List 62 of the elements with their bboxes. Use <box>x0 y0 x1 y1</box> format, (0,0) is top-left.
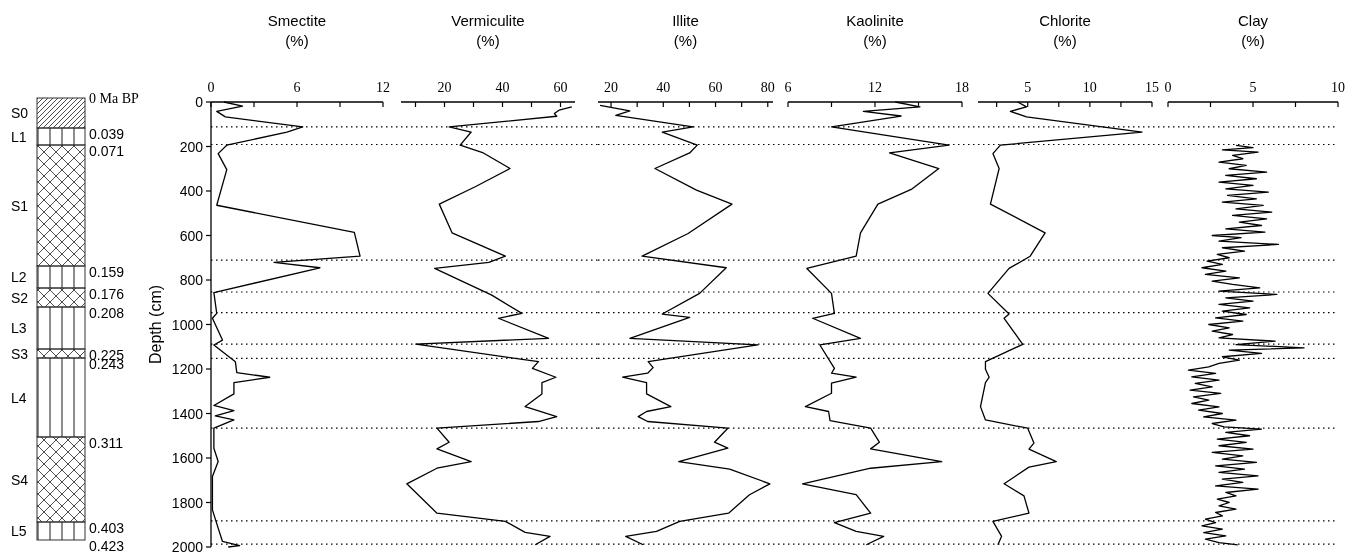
category-label: L2 <box>11 269 27 285</box>
x-tick-label: 60 <box>553 80 568 95</box>
text: 0.071 <box>89 143 125 159</box>
category-label: S3 <box>11 345 29 362</box>
y-tick-label: 2000 <box>171 539 204 555</box>
text: 0.423 <box>89 538 125 554</box>
x-tick-label: 10 <box>1331 80 1345 95</box>
y-tick-label: 1200 <box>171 361 204 377</box>
text: 0 Ma BP <box>89 91 139 106</box>
y-tick-label: 800 <box>179 272 204 288</box>
category-label: L5 <box>11 523 27 539</box>
x-tick-label: 5 <box>1249 80 1257 95</box>
chart-title: Illite <box>672 12 699 29</box>
x-tick-label: 12 <box>868 80 882 95</box>
y-tick-label: 600 <box>179 227 204 244</box>
y-tick-label: 1000 <box>171 316 204 333</box>
y-tick-label: 1600 <box>171 450 204 466</box>
chart-title: Vermiculite <box>451 12 525 29</box>
category-label: S2 <box>11 289 29 306</box>
y-tick-label: 0 <box>195 94 204 110</box>
x-tick-label: 15 <box>1145 80 1159 95</box>
x-axis-title: (%) <box>285 32 309 49</box>
x-tick-label: 20 <box>604 80 619 95</box>
text: 0.403 <box>89 520 125 536</box>
chart-title: Smectite <box>267 12 327 29</box>
category-label: L4 <box>11 389 27 406</box>
x-tick-label: 0 <box>207 80 215 95</box>
x-tick-label: 10 <box>1082 80 1097 95</box>
x-tick-label: 5 <box>1024 80 1032 95</box>
x-axis-title: (%) <box>1241 32 1265 49</box>
category-label: S0 <box>11 105 29 121</box>
x-tick-label: 80 <box>760 80 775 95</box>
chart-title: Kaolinite <box>846 12 904 29</box>
x-tick-label: 18 <box>955 80 969 95</box>
x-axis-title: (%) <box>1053 32 1077 49</box>
category-label: S1 <box>11 197 29 214</box>
category-label: S4 <box>11 471 29 488</box>
x-tick-label: 40 <box>656 80 671 95</box>
y-tick-label: 1400 <box>171 405 204 422</box>
x-tick-label: 6 <box>784 80 792 95</box>
category-label: L3 <box>11 320 27 336</box>
x-tick-label: 12 <box>376 80 390 95</box>
text: 0.208 <box>89 305 125 321</box>
chart-title: Chlorite <box>1039 12 1091 29</box>
text: 0.159 <box>89 264 125 280</box>
text: 0.176 <box>89 286 125 302</box>
category-label: L1 <box>11 128 27 145</box>
x-tick-label: 60 <box>708 80 723 95</box>
y-tick-label: 1800 <box>171 494 204 511</box>
x-tick-label: 6 <box>293 80 301 95</box>
y-tick-label: 200 <box>179 138 204 155</box>
x-tick-label: 20 <box>437 80 452 95</box>
x-axis-title: (%) <box>673 32 698 49</box>
text: 0.039 <box>89 126 125 142</box>
text: 0.311 <box>89 435 124 451</box>
x-axis-title: (%) <box>863 32 887 49</box>
y-tick-label: 400 <box>179 183 204 199</box>
chart-title: Clay <box>1237 12 1269 29</box>
x-tick-label: 40 <box>495 80 510 95</box>
x-axis-title: (%) <box>476 32 500 49</box>
y-axis-title: Depth (cm) <box>147 284 164 365</box>
x-tick-label: 0 <box>1164 80 1172 95</box>
